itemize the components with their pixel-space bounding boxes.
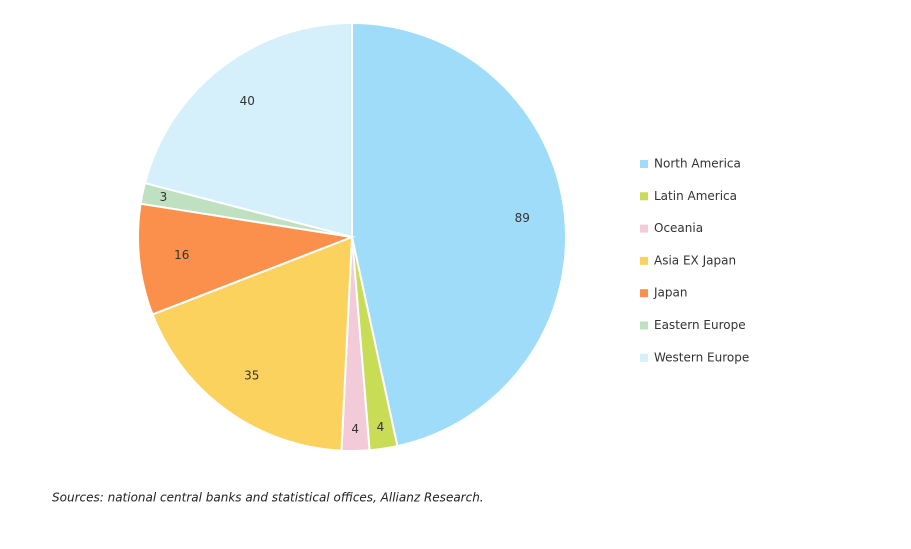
legend-swatch xyxy=(640,321,648,330)
legend-label: Latin America xyxy=(654,189,737,203)
legend-label: Japan xyxy=(653,286,687,300)
legend-swatch xyxy=(640,289,648,298)
pie-slice xyxy=(151,235,354,452)
data-label: 40 xyxy=(240,94,255,108)
legend-swatch xyxy=(640,353,648,362)
source-note: Sources: national central banks and stat… xyxy=(52,491,484,505)
legend-label: Eastern Europe xyxy=(654,318,746,332)
legend-swatch xyxy=(640,224,648,233)
legend-label: Oceania xyxy=(654,221,703,235)
legend-swatch xyxy=(640,256,648,265)
legend-swatch xyxy=(640,192,648,201)
legend-label: Asia EX Japan xyxy=(654,253,736,267)
data-label: 4 xyxy=(377,420,385,434)
legend-label: Western Europe xyxy=(654,350,749,364)
data-label: 89 xyxy=(515,211,530,225)
legend-label: North America xyxy=(654,157,741,171)
data-label: 3 xyxy=(160,190,168,204)
data-label: 35 xyxy=(244,368,259,382)
data-label: 4 xyxy=(351,422,359,436)
legend-swatch xyxy=(640,160,648,168)
pie-slice xyxy=(137,202,356,316)
pie-slice xyxy=(143,21,353,239)
data-label: 16 xyxy=(174,248,189,262)
pie-slice xyxy=(351,21,567,448)
